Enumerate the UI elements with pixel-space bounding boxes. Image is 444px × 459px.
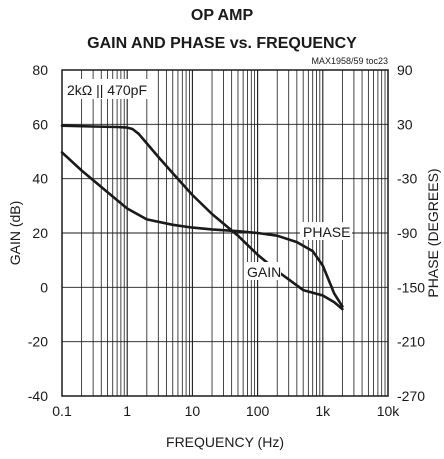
plot-frame bbox=[61, 69, 389, 397]
chart-title: OP AMP bbox=[191, 7, 254, 24]
y-tick-label-right: -150 bbox=[397, 279, 425, 295]
y-tick-label-right: -210 bbox=[397, 334, 425, 350]
series-phase-line bbox=[60, 151, 344, 308]
chart-subtitle: GAIN AND PHASE vs. FREQUENCY bbox=[87, 35, 357, 52]
y-axis-label-left: GAIN (dB) bbox=[7, 201, 23, 266]
phase-annotation: PHASE bbox=[303, 224, 350, 240]
x-tick-label: 1 bbox=[123, 403, 131, 419]
x-tick-label: 10 bbox=[185, 403, 201, 419]
x-tick-labels: 0.1 1 10 100 1k 10k bbox=[52, 403, 400, 419]
phase-label-bg bbox=[300, 222, 352, 240]
y-tick-label-left: 60 bbox=[32, 116, 48, 132]
condition-label: 2kΩ || 470pF bbox=[67, 82, 147, 98]
x-axis-label: FREQUENCY (Hz) bbox=[166, 434, 284, 450]
y-axis-label-right: PHASE (DEGREES) bbox=[425, 168, 441, 297]
y-tick-label-left: 0 bbox=[40, 279, 48, 295]
condition-label-bg bbox=[64, 79, 150, 99]
y-tick-label-left: 80 bbox=[32, 62, 48, 78]
series-lines bbox=[60, 124, 344, 311]
y-tick-label-right: 30 bbox=[397, 116, 413, 132]
y-tick-label-right: -270 bbox=[397, 388, 425, 404]
right-tick-labels: 90 30 -30 -90 -150 -210 -270 bbox=[397, 62, 425, 404]
x-tick-label: 10k bbox=[377, 403, 401, 419]
y-tick-label-left: 20 bbox=[32, 225, 48, 241]
left-tick-labels: 80 60 40 20 0 -20 -40 bbox=[28, 62, 48, 404]
x-tick-label: 1k bbox=[315, 403, 331, 419]
y-tick-label-left: 40 bbox=[32, 171, 48, 187]
figure-id: MAX1958/59 toc23 bbox=[311, 56, 388, 66]
y-tick-label-right: -30 bbox=[397, 171, 417, 187]
y-tick-label-left: -40 bbox=[28, 388, 48, 404]
series-gain-line bbox=[60, 124, 344, 311]
gain-label-bg bbox=[245, 262, 281, 280]
y-tick-label-right: 90 bbox=[397, 62, 413, 78]
x-tick-label: 100 bbox=[246, 403, 270, 419]
x-tick-label: 0.1 bbox=[52, 403, 72, 419]
y-tick-label-left: -20 bbox=[28, 334, 48, 350]
y-tick-label-right: -90 bbox=[397, 225, 417, 241]
gain-annotation: GAIN bbox=[247, 264, 281, 280]
